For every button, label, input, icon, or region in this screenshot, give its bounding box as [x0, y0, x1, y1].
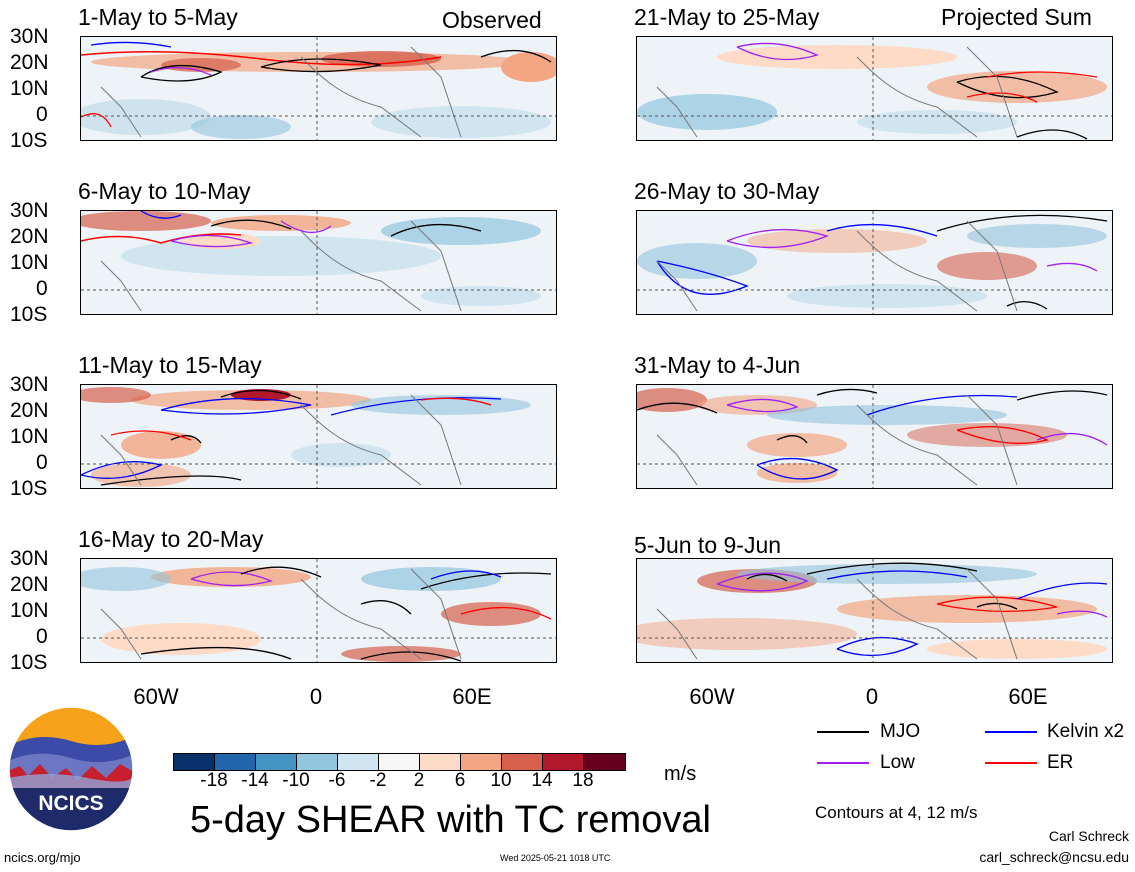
lat-label: 0	[36, 451, 48, 474]
lat-label: 10S	[10, 303, 48, 326]
lat-label: 10S	[10, 129, 48, 152]
colorbar-swatch	[460, 753, 502, 771]
legend-label-er: ER	[1047, 752, 1074, 773]
panel-title: 1-May to 5-May	[78, 4, 238, 30]
colorbar-tick: -2	[369, 770, 387, 791]
lat-label: 30N	[10, 373, 49, 396]
panel-title: 21-May to 25-May	[634, 4, 820, 30]
lon-label: 60E	[452, 684, 492, 709]
colorbar-tick: 6	[454, 770, 466, 791]
lat-label: 0	[36, 103, 48, 126]
shear-map	[80, 558, 557, 663]
lat-label: 10N	[10, 77, 49, 100]
lat-label: 30N	[10, 547, 49, 570]
colorbar-tick: -18	[200, 770, 228, 791]
lon-label: 60E	[1008, 684, 1048, 709]
legend-swatch-kelvin	[985, 731, 1037, 733]
colorbar-tick: -6	[328, 770, 346, 791]
lat-label: 30N	[10, 199, 49, 222]
main-title: 5-day SHEAR with TC removal	[190, 799, 711, 841]
lat-label: 10S	[10, 477, 48, 500]
lat-label: 20N	[10, 399, 49, 422]
lat-label: 20N	[10, 51, 49, 74]
panel-title: 6-May to 10-May	[78, 178, 251, 204]
shear-map	[636, 384, 1113, 489]
footer-url[interactable]: ncics.org/mjo	[4, 850, 81, 865]
panel-title: 31-May to 4-Jun	[634, 352, 801, 378]
lon-label: 60W	[689, 684, 735, 709]
lat-label: 0	[36, 625, 48, 648]
panel-title: 26-May to 30-May	[634, 178, 820, 204]
lat-label: 30N	[10, 25, 49, 48]
shear-map	[636, 36, 1113, 141]
legend-swatch-mjo	[817, 731, 869, 733]
colorbar-unit: m/s	[664, 763, 697, 785]
shear-map	[80, 384, 557, 489]
lon-label: 0	[309, 684, 323, 709]
panel-title: 11-May to 15-May	[78, 352, 262, 378]
colorbar-swatch	[173, 753, 215, 771]
colorbar-tick: 10	[490, 770, 512, 791]
contours-note: Contours at 4, 12 m/s	[815, 803, 978, 822]
panel-title: 16-May to 20-May	[78, 526, 264, 552]
panel-title: 5-Jun to 9-Jun	[634, 532, 782, 558]
ncics-logo: NCICS	[8, 706, 134, 832]
legend-swatch-er	[985, 762, 1037, 764]
panel-tag-observed: Observed	[442, 7, 542, 33]
colorbar-tick: -14	[241, 770, 269, 791]
colorbar-swatch	[255, 753, 297, 771]
lat-label: 10N	[10, 599, 49, 622]
legend-label-low: Low	[880, 752, 915, 773]
legend-label-mjo: MJO	[880, 721, 921, 742]
panel-tag-projected: Projected Sum	[941, 4, 1092, 30]
shear-map	[80, 36, 557, 141]
lat-label: 10S	[10, 651, 48, 674]
shear-map	[80, 210, 557, 315]
colorbar-swatch	[378, 753, 420, 771]
colorbar-tick: 14	[531, 770, 553, 791]
lat-label: 10N	[10, 425, 49, 448]
colorbar-swatch	[337, 753, 379, 771]
shear-map	[636, 210, 1113, 315]
legend-label-kelvin: Kelvin x2	[1047, 721, 1125, 742]
lat-label: 20N	[10, 573, 49, 596]
colorbar-swatch	[583, 753, 626, 771]
colorbar-swatch	[296, 753, 338, 771]
colorbar-swatch	[501, 753, 543, 771]
shear-map	[636, 558, 1113, 663]
colorbar-swatch	[419, 753, 461, 771]
colorbar-tick: 2	[413, 770, 425, 791]
lon-label: 60W	[133, 684, 179, 709]
logo-text: NCICS	[38, 792, 103, 815]
legend-swatch-low	[817, 762, 869, 764]
colorbar-swatch	[214, 753, 256, 771]
footer-email[interactable]: carl_schreck@ncsu.edu	[979, 849, 1129, 865]
lat-label: 10N	[10, 251, 49, 274]
colorbar-tick: -10	[282, 770, 310, 791]
footer-author: Carl Schreck	[1048, 828, 1129, 844]
lat-label: 20N	[10, 225, 49, 248]
lon-label: 0	[865, 684, 879, 709]
footer-timestamp: Wed 2025-05-21 1018 UTC	[500, 853, 611, 863]
colorbar-swatch	[542, 753, 584, 771]
lat-label: 0	[36, 277, 48, 300]
colorbar-tick: 18	[572, 770, 594, 791]
